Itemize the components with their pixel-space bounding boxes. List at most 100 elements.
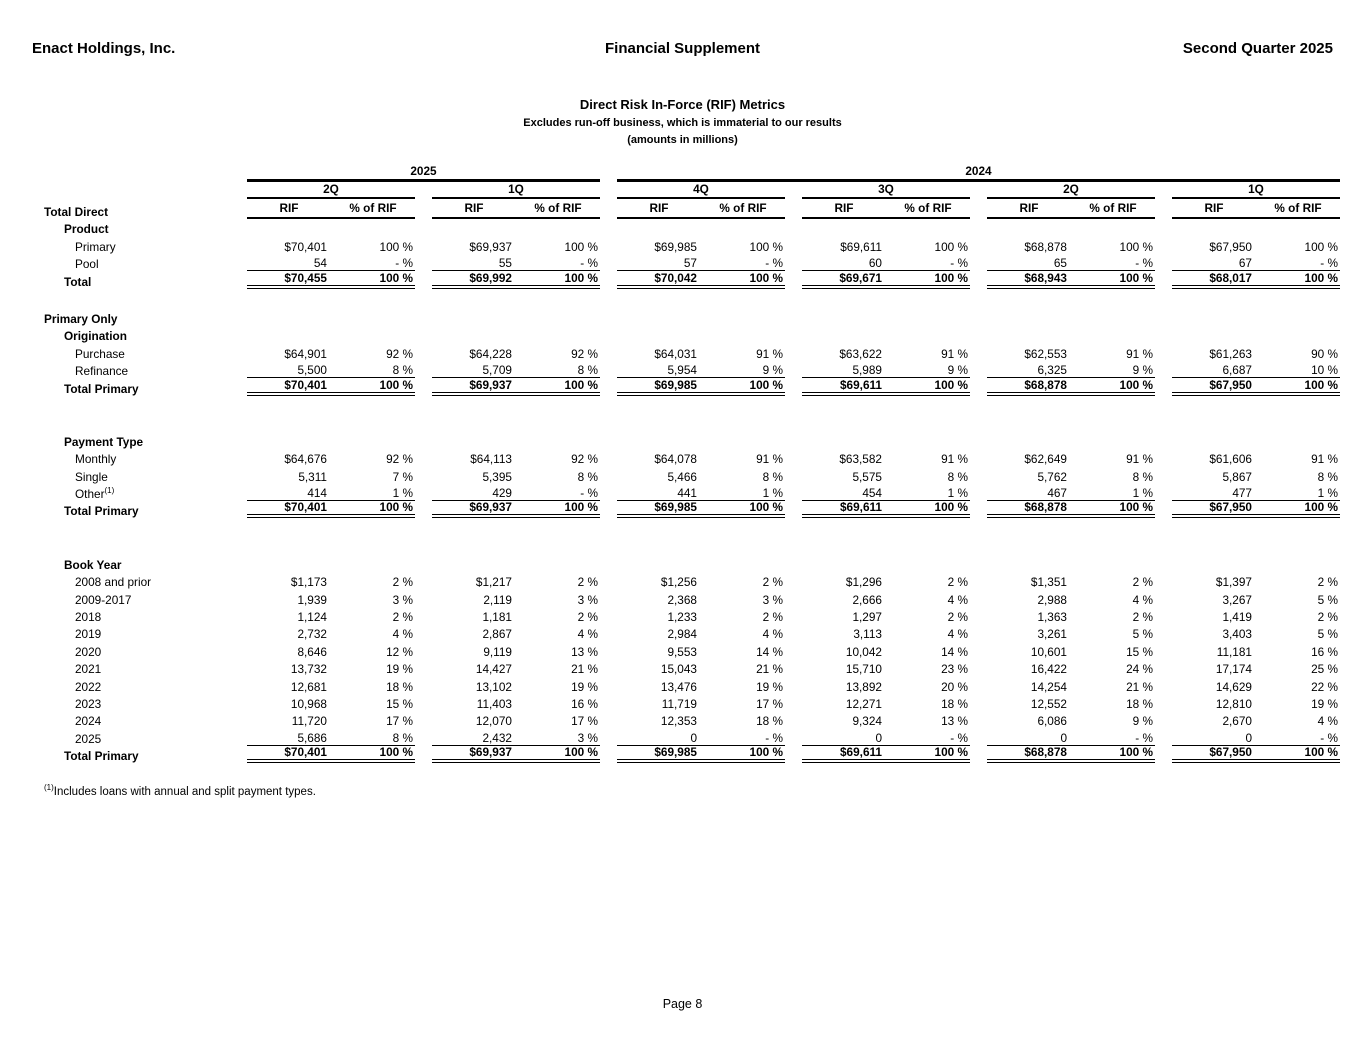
pct-value: - %	[1135, 256, 1153, 271]
table-row: Primary $70,401 100 % $69,937 100 % $69,985 10…	[44, 236, 1338, 254]
pct-value: 17 %	[386, 714, 413, 729]
pct-value: 90 %	[1311, 346, 1338, 361]
rif-value: 441	[677, 486, 697, 501]
pct-value: - %	[395, 256, 413, 271]
pct-value: 17 %	[571, 714, 598, 729]
quarter-value-group: $68,878 100 %	[987, 500, 1155, 519]
pct-value: 2 %	[1132, 575, 1153, 590]
rif-value: 12,353	[660, 714, 697, 729]
quarter-value-group: 3,267 5 %	[1172, 593, 1340, 607]
row-label: Refinance	[44, 364, 230, 378]
quarter-value-group: $1,256 2 %	[617, 575, 785, 589]
pct-value: 100 %	[1119, 377, 1153, 392]
quarter-value-group: $67,950 100 %	[1172, 378, 1340, 396]
pct-value: 19 %	[386, 662, 413, 677]
rif-value: 6,687	[1222, 363, 1252, 378]
table-quarter-header-row: 2Q 1Q 4Q 3Q 2Q 1Q	[44, 182, 1340, 199]
pct-value: 100 %	[934, 239, 968, 254]
row-label: 2023	[44, 697, 230, 711]
table-row: Total Primary $70,401 100 % $69,937 100 % $69…	[44, 377, 1340, 396]
rif-value: 2,732	[297, 627, 327, 642]
pct-value: 24 %	[1126, 662, 1153, 677]
rif-value: 2,368	[667, 592, 697, 607]
pct-value: 100 %	[934, 270, 968, 285]
row-label: Primary Only	[44, 312, 230, 326]
pct-value: - %	[765, 256, 783, 271]
rif-value: 1,363	[1037, 610, 1067, 625]
pct-value: 18 %	[1126, 696, 1153, 711]
rif-value: 429	[492, 486, 512, 501]
rif-value: 467	[1047, 486, 1067, 501]
rif-value: 11,403	[476, 696, 512, 711]
rif-value: 1,124	[297, 610, 327, 625]
section-spacer	[44, 396, 1323, 432]
quarter-value-group: 11,181 16 %	[1172, 645, 1340, 659]
rif-value: $63,622	[839, 346, 882, 361]
rif-value: 1,419	[1222, 610, 1252, 625]
rif-value: 2,988	[1037, 592, 1067, 607]
rif-value: $68,878	[1024, 377, 1067, 392]
quarter-value-group: 17,174 25 %	[1172, 662, 1340, 676]
pct-value: 2 %	[1132, 610, 1153, 625]
rif-value: 12,070	[475, 714, 512, 729]
quarter-value-group: 11,719 17 %	[617, 697, 785, 711]
rif-value: $1,173	[290, 575, 327, 590]
quarter-value-group: $61,606 91 %	[1172, 452, 1340, 466]
quarter-value-group: $69,985 100 %	[617, 378, 785, 396]
quarter-value-group: 67 - %	[1172, 256, 1340, 272]
pct-value: 5 %	[1132, 627, 1153, 642]
pct-value: 8 %	[947, 469, 968, 484]
quarter-value-group: 15,043 21 %	[617, 662, 785, 676]
col-header-pct: % of RIF	[904, 201, 952, 215]
quarter-value-group: $70,401 100 %	[247, 240, 415, 254]
table-row: 2020 8,646 12 % 9,119 13 % 9,553 14 % 10,042 14 …	[44, 641, 1338, 659]
quarter-label: 1Q	[1172, 182, 1340, 199]
quarter-value-group: 5,395 8 %	[432, 470, 600, 484]
footnote-marker: (1)	[44, 783, 54, 793]
rif-value: $69,611	[840, 745, 882, 760]
rif-value: 0	[1060, 730, 1067, 745]
quarter-value-group: $68,878 100 %	[987, 745, 1155, 764]
quarter-value-group: 2,670 4 %	[1172, 714, 1340, 728]
pct-value: 100 %	[749, 239, 783, 254]
col-header-rif: RIF	[279, 201, 299, 215]
section-spacer	[44, 289, 1323, 309]
pct-value: 2 %	[947, 610, 968, 625]
quarter-value-group: $70,401 100 %	[247, 500, 415, 519]
rif-value: 15,710	[845, 662, 882, 677]
pct-value: 4 %	[577, 627, 598, 642]
row-label-text: Monthly	[75, 452, 117, 467]
table-row: 2023 10,968 15 % 11,403 16 % 11,719 17 % 12,271…	[44, 694, 1338, 711]
pct-value: 100 %	[564, 500, 598, 515]
pct-value: 91 %	[1126, 452, 1153, 467]
row-label: Other(1)	[44, 487, 230, 501]
row-label: 2020	[44, 645, 230, 659]
rif-value: 3,267	[1222, 592, 1252, 607]
pct-value: 100 %	[1119, 270, 1153, 285]
row-label: Total Primary	[44, 382, 230, 396]
quarter-value-group: 65 - %	[987, 256, 1155, 272]
pct-value: 100 %	[379, 270, 413, 285]
quarter-value-group: 414 1 %	[247, 486, 415, 502]
rif-value: $70,401	[284, 377, 327, 392]
rif-value: 5,686	[297, 730, 327, 745]
rif-value: 14,254	[1030, 679, 1067, 694]
rif-value: 55	[498, 256, 512, 271]
quarter-value-group: 1,181 2 %	[432, 610, 600, 624]
rif-value: 10,601	[1030, 644, 1067, 659]
quarter-value-group: 5,762 8 %	[987, 470, 1155, 484]
pct-value: 4 %	[392, 627, 413, 642]
row-label-text: Total Primary	[64, 504, 139, 519]
quarter-value-group: $1,397 2 %	[1172, 575, 1340, 589]
rif-value: 2,119	[483, 592, 512, 607]
table-row: Total $70,455 100 % $69,992 100 % $70,042 100 …	[44, 270, 1340, 289]
row-label-text: 2024	[75, 714, 102, 729]
pct-value: 2 %	[762, 610, 783, 625]
table-subtitle: Excludes run-off business, which is imma…	[523, 117, 842, 129]
rif-value: 13,102	[475, 679, 512, 694]
rif-value: 2,670	[1222, 714, 1252, 729]
pct-value: 12 %	[386, 644, 413, 659]
row-label-text: Other	[75, 487, 105, 502]
rif-value: $64,113	[470, 452, 512, 467]
pct-value: 1 %	[1132, 486, 1153, 501]
